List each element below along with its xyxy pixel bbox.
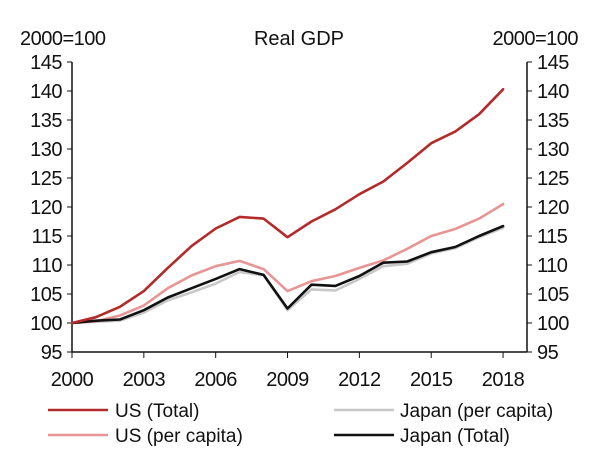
axes: 95 95 100 100 105 105 110 110 115 115 120 120 125 125… bbox=[30, 52, 570, 391]
y-tick-label-left: 130 bbox=[30, 139, 62, 161]
legend-label-japan-per-capita: Japan (per capita) bbox=[400, 401, 553, 422]
y-tick-label-left: 115 bbox=[32, 226, 63, 248]
x-tick-label: 2003 bbox=[123, 369, 166, 391]
y-tick-label-right: 125 bbox=[537, 168, 569, 190]
y-tick-label-left: 105 bbox=[30, 284, 62, 306]
y-tick-label-left: 140 bbox=[30, 81, 62, 103]
line-us-total bbox=[70, 88, 505, 325]
y-tick-label-left: 120 bbox=[30, 197, 62, 219]
y-tick-label-left: 110 bbox=[32, 255, 63, 277]
y-tick-label-right: 110 bbox=[537, 255, 568, 277]
y-tick-label-right: 130 bbox=[537, 139, 569, 161]
legend: US (Total) US (per capita) Japan (per ca… bbox=[48, 401, 553, 447]
y-tick-label-right: 140 bbox=[537, 81, 569, 103]
x-tick-label: 2015 bbox=[410, 369, 453, 391]
y-tick-label-left: 135 bbox=[30, 110, 62, 132]
y-tick-label-right: 100 bbox=[537, 313, 569, 335]
legend-label-us-total: US (Total) bbox=[115, 401, 199, 422]
y-tick-label-left: 145 bbox=[30, 52, 62, 74]
x-tick-label: 2009 bbox=[266, 369, 309, 391]
right-axis-unit-label: 2000=100 bbox=[492, 28, 578, 50]
x-tick-label: 2000 bbox=[51, 369, 94, 391]
line-japan-total bbox=[70, 224, 505, 325]
legend-label-us-per-capita: US (per capita) bbox=[115, 426, 243, 447]
x-tick-label: 2018 bbox=[482, 369, 525, 391]
series-lines bbox=[70, 88, 505, 325]
y-tick-label-right: 115 bbox=[537, 226, 568, 248]
y-tick-label-left: 95 bbox=[41, 342, 63, 364]
y-tick-label-right: 105 bbox=[537, 284, 569, 306]
x-tick-label: 2006 bbox=[194, 369, 237, 391]
left-axis-unit-label: 2000=100 bbox=[20, 28, 106, 50]
y-tick-label-right: 145 bbox=[537, 52, 569, 74]
x-tick-label: 2012 bbox=[338, 369, 381, 391]
chart-title: Real GDP bbox=[254, 28, 344, 50]
y-tick-label-right: 95 bbox=[537, 342, 559, 364]
y-tick-label-left: 125 bbox=[30, 168, 62, 190]
line-us-per-capita bbox=[70, 202, 505, 325]
y-tick-label-right: 120 bbox=[537, 197, 569, 219]
legend-label-japan-total: Japan (Total) bbox=[400, 426, 510, 447]
y-tick-label-left: 100 bbox=[30, 313, 62, 335]
y-tick-label-right: 135 bbox=[537, 110, 569, 132]
